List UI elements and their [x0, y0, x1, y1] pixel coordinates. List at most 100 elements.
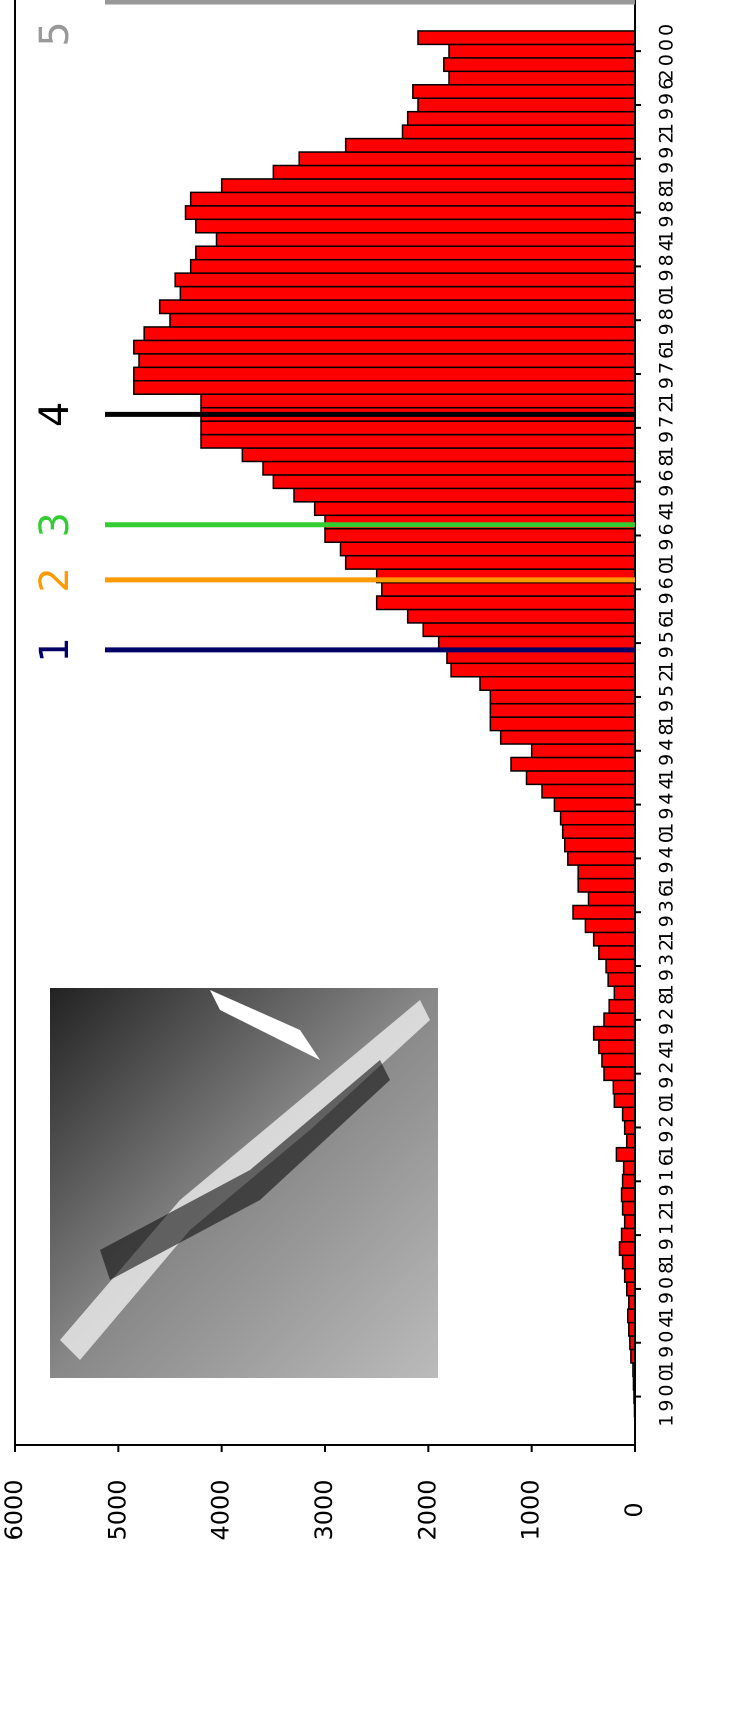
- bar: [621, 1173, 636, 1189]
- x-tick-label: 1912: [656, 1205, 678, 1265]
- bar: [567, 850, 636, 866]
- bar: [510, 756, 636, 772]
- bar: [608, 998, 636, 1014]
- bar: [615, 1146, 636, 1162]
- bar: [272, 164, 636, 180]
- bar: [344, 137, 636, 153]
- bar: [412, 84, 636, 99]
- bar: [577, 877, 636, 893]
- bar: [489, 716, 636, 732]
- bar: [601, 1052, 636, 1068]
- bar: [313, 501, 636, 517]
- bar: [598, 945, 636, 961]
- x-tick-label: 1972: [656, 398, 678, 458]
- bar: [381, 581, 636, 597]
- marker-label: 4: [32, 402, 78, 427]
- bar: [553, 797, 636, 813]
- bar: [344, 554, 636, 570]
- inset-photo: [50, 988, 438, 1378]
- bar: [133, 366, 636, 382]
- bar: [133, 339, 636, 355]
- bar: [158, 299, 636, 315]
- bar: [621, 1254, 636, 1270]
- bar: [561, 824, 636, 839]
- x-tick-label: 1992: [656, 129, 678, 189]
- x-tick-label: 1964: [656, 505, 678, 565]
- bar: [339, 541, 636, 557]
- bar: [489, 702, 636, 718]
- x-tick-label: 1984: [656, 236, 678, 296]
- y-tick-label: 4000: [207, 1479, 235, 1540]
- bar: [298, 151, 636, 167]
- x-tick-label: 1952: [656, 667, 678, 727]
- bar: [169, 312, 636, 328]
- bar: [272, 474, 636, 490]
- bar: [620, 1187, 636, 1203]
- bar: [613, 1093, 636, 1109]
- bar: [479, 676, 636, 691]
- x-tick-label: 1976: [656, 344, 678, 404]
- bar: [443, 57, 636, 73]
- x-tick-label: 1920: [656, 1097, 678, 1157]
- bar: [541, 783, 636, 799]
- bar: [262, 460, 636, 476]
- bar: [587, 891, 636, 907]
- bar: [499, 729, 636, 745]
- x-tick-label: 1932: [656, 936, 678, 996]
- marker-label: 5: [32, 21, 78, 46]
- x-tick-label: 1916: [656, 1151, 678, 1211]
- x-tick-label: 1900: [656, 1366, 678, 1426]
- bar: [607, 972, 636, 987]
- x-tick-label: 1996: [656, 75, 678, 135]
- bar: [143, 326, 636, 342]
- bar: [592, 931, 636, 947]
- bar: [625, 1133, 636, 1149]
- bar: [448, 43, 636, 59]
- bar: [622, 1160, 636, 1176]
- bar: [133, 380, 636, 395]
- y-tick-label: 5000: [103, 1479, 131, 1540]
- x-tick-label: 1988: [656, 182, 678, 242]
- bar: [174, 272, 636, 288]
- x-tick-label: 1908: [656, 1259, 678, 1319]
- bar: [577, 864, 636, 880]
- bar: [195, 218, 636, 234]
- x-tick-label: 1968: [656, 451, 678, 511]
- bar: [598, 1039, 636, 1055]
- bar: [613, 985, 636, 1001]
- bar: [220, 178, 636, 194]
- x-tick-label: 1960: [656, 559, 678, 619]
- bar: [189, 191, 636, 207]
- bar: [184, 205, 636, 221]
- bar: [605, 958, 636, 974]
- bar: [448, 70, 636, 86]
- y-tick-label: 6000: [0, 1479, 28, 1540]
- bar: [241, 447, 636, 463]
- bar: [200, 420, 636, 436]
- bar: [195, 245, 636, 261]
- x-tick-label: 1940: [656, 828, 678, 888]
- bar: [623, 1214, 636, 1230]
- x-tick-label: 1936: [656, 882, 678, 942]
- bar: [489, 689, 636, 705]
- bar: [592, 1025, 636, 1041]
- x-tick-label: 1944: [656, 774, 678, 834]
- bar: [623, 1119, 636, 1135]
- x-tick-label: 1980: [656, 290, 678, 350]
- bar: [189, 258, 636, 274]
- bar: [572, 904, 636, 920]
- bar: [324, 528, 636, 543]
- bar: [200, 433, 636, 449]
- x-tick-label: 1956: [656, 613, 678, 673]
- bar: [200, 393, 636, 409]
- bar: [530, 743, 636, 759]
- bar: [401, 124, 636, 140]
- bar: [215, 232, 636, 247]
- bar: [621, 1106, 636, 1122]
- marker-label: 3: [32, 512, 78, 537]
- bar: [417, 97, 636, 113]
- x-tick-label: 1948: [656, 721, 678, 781]
- bar: [603, 1012, 636, 1028]
- bar: [627, 1308, 636, 1324]
- x-tick-label: 1924: [656, 1043, 678, 1103]
